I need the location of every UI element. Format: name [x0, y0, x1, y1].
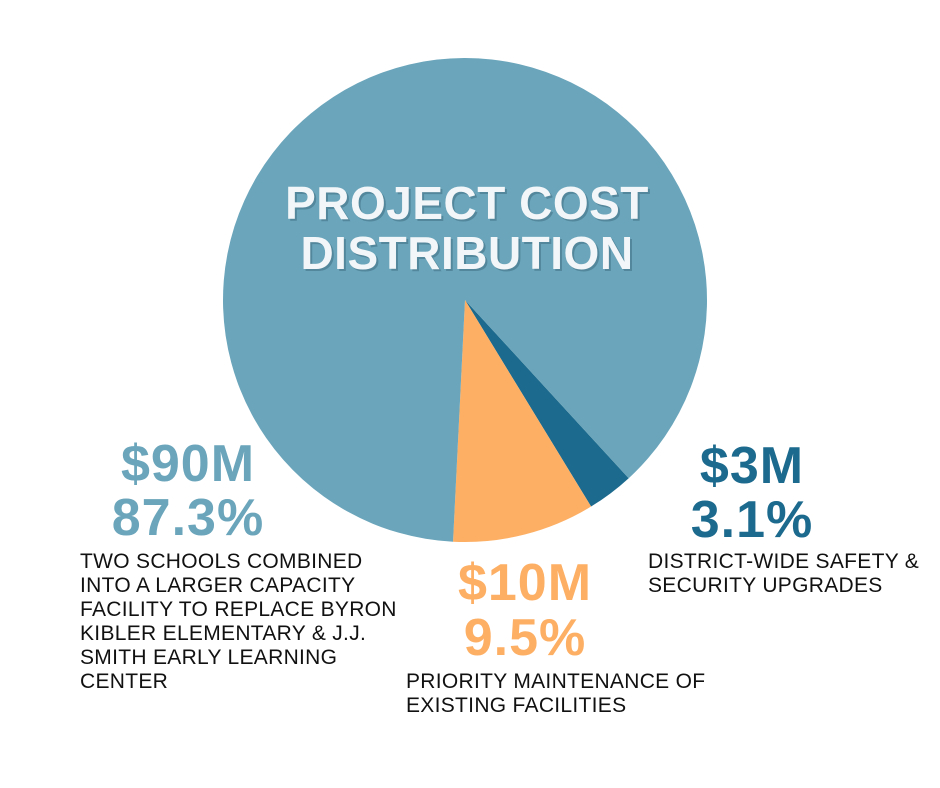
slice-amount-small: $3M: [699, 437, 805, 495]
slice-description-large: TWO SCHOOLS COMBINED INTO A LARGER CAPAC…: [80, 550, 397, 693]
chart-title: PROJECT COST DISTRIBUTION: [285, 177, 649, 279]
slice-amount-large: $90M: [120, 435, 256, 493]
slice-percent-medium: 9.5%: [463, 609, 587, 667]
pie-slice-medium: [453, 300, 592, 542]
slice-amount-medium: $10M: [457, 554, 593, 612]
slice-percent-large: 87.3%: [111, 489, 265, 547]
slice-description-small: DISTRICT-WIDE SAFETY & SECURITY UPGRADES: [648, 550, 920, 597]
pie-slice-small: [465, 300, 629, 507]
slice-percent-small: 3.1%: [690, 491, 814, 549]
slice-description-medium: PRIORITY MAINTENANCE OF EXISTING FACILIT…: [406, 670, 706, 717]
pie-slice-large: [223, 57, 708, 542]
